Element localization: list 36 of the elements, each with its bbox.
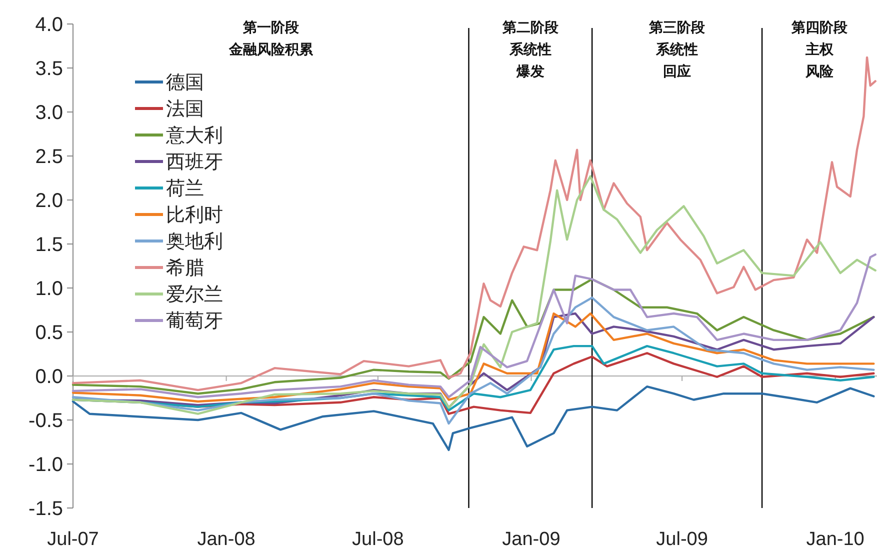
y-tick-label: 4.0	[35, 14, 63, 36]
y-tick-label: 1.5	[35, 234, 63, 256]
line-series	[72, 253, 876, 398]
line-series	[72, 56, 876, 392]
legend-label: 西班牙	[166, 151, 223, 174]
x-tick-label: Jul-09	[656, 529, 708, 550]
x-tick-label: Jul-08	[352, 529, 404, 550]
y-tick-label: 0.0	[35, 366, 63, 388]
legend-label: 爱尔兰	[166, 284, 223, 306]
legend-label: 法国	[166, 98, 204, 120]
x-tick-label: Jan-10	[806, 529, 864, 550]
annotation: 第三阶段系统性回应	[648, 20, 706, 80]
y-tick-label: -0.5	[28, 410, 63, 432]
legend-label: 荷兰	[166, 178, 204, 200]
annotation: 第四阶段主权风险	[790, 20, 849, 80]
y-tick-label: -1.5	[28, 498, 63, 520]
y-tick-label: -1.0	[28, 454, 63, 476]
legend-label: 德国	[166, 72, 204, 94]
y-tick-label: 0.5	[35, 322, 63, 344]
annotation: 第一阶段金融风险积累	[228, 20, 314, 58]
legend-label: 意大利	[165, 124, 223, 147]
y-tick-label: 3.5	[35, 58, 63, 80]
x-tick-label: Jan-09	[502, 529, 560, 550]
y-tick-label: 3.0	[35, 102, 63, 124]
x-tick-label: Jan-08	[197, 529, 256, 550]
legend-label: 希腊	[166, 257, 204, 280]
line-series	[72, 385, 875, 452]
legend-label: 奥地利	[166, 230, 223, 253]
line-series	[72, 175, 876, 415]
y-tick-label: 2.0	[35, 190, 63, 212]
annotation: 第二阶段系统性爆发	[501, 20, 560, 80]
y-tick-label: 1.0	[35, 278, 63, 300]
legend-label: 葡萄牙	[166, 310, 223, 332]
y-tick-label: 2.5	[35, 146, 63, 168]
legend-label: 比利时	[166, 204, 223, 226]
x-tick-label: Jul-07	[47, 529, 99, 550]
